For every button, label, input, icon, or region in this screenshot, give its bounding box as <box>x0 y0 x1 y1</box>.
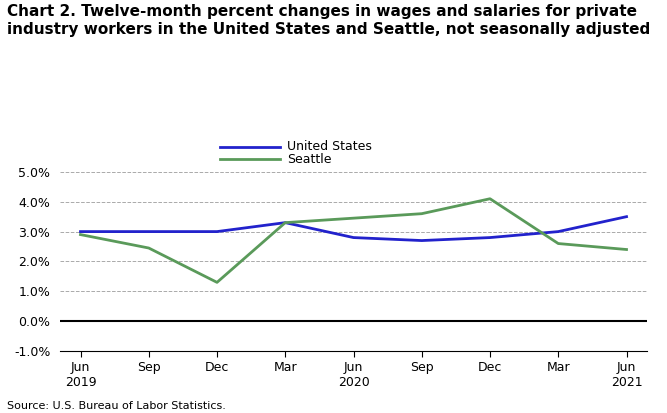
Text: Seattle: Seattle <box>287 152 331 166</box>
Text: United States: United States <box>287 140 372 153</box>
Text: Source: U.S. Bureau of Labor Statistics.: Source: U.S. Bureau of Labor Statistics. <box>7 401 225 411</box>
Text: Chart 2. Twelve-month percent changes in wages and salaries for private
industry: Chart 2. Twelve-month percent changes in… <box>7 4 650 36</box>
